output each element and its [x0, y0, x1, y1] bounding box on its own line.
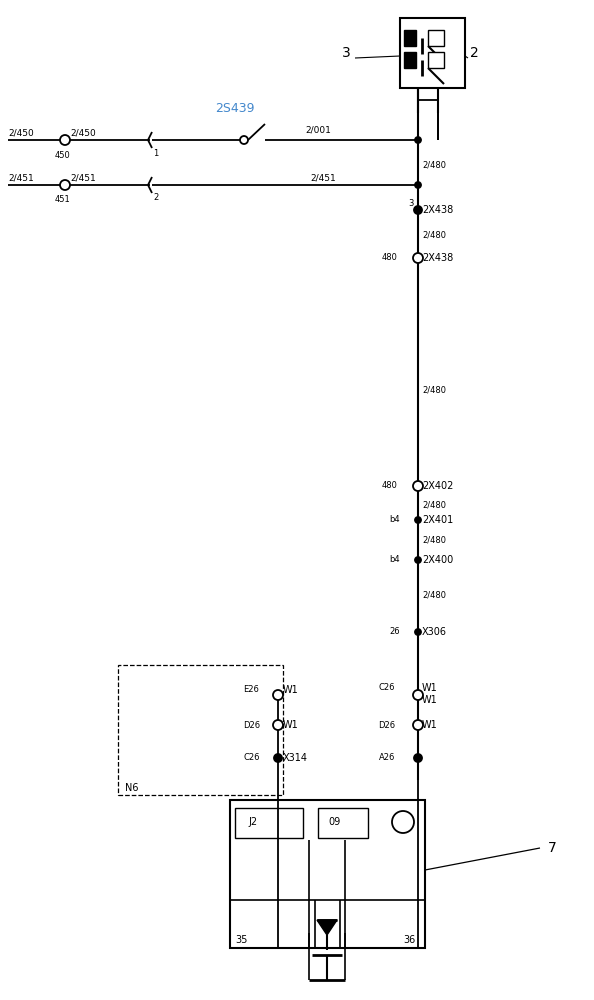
Circle shape	[274, 754, 282, 762]
Bar	[404, 52, 416, 68]
Text: 35: 35	[235, 935, 247, 945]
Circle shape	[415, 629, 421, 635]
Circle shape	[415, 517, 421, 523]
Circle shape	[413, 720, 423, 730]
Circle shape	[414, 754, 422, 762]
Text: 2/480: 2/480	[422, 536, 446, 544]
Text: 2S439: 2S439	[215, 102, 254, 114]
Bar	[235, 808, 303, 838]
Circle shape	[415, 557, 421, 563]
Text: C26: C26	[243, 754, 260, 762]
Text: 2/451: 2/451	[310, 174, 336, 182]
Text: E26: E26	[243, 686, 259, 694]
Text: 1: 1	[153, 148, 158, 157]
Text: 2/001: 2/001	[305, 125, 331, 134]
Text: 36: 36	[403, 935, 415, 945]
Text: 2/480: 2/480	[422, 231, 446, 239]
Circle shape	[60, 180, 70, 190]
Text: W1: W1	[283, 720, 299, 730]
Text: 2/450: 2/450	[70, 128, 96, 137]
Circle shape	[273, 690, 283, 700]
Text: W1: W1	[422, 683, 438, 693]
Text: N6: N6	[125, 783, 138, 793]
Text: 2X402: 2X402	[422, 481, 453, 491]
Text: 26: 26	[390, 628, 400, 637]
Bar	[404, 30, 416, 46]
Circle shape	[413, 481, 423, 491]
Circle shape	[240, 136, 248, 144]
Text: D26: D26	[378, 720, 395, 730]
Text: 2X438: 2X438	[422, 205, 453, 215]
Circle shape	[414, 206, 422, 214]
Circle shape	[415, 137, 421, 143]
Text: J2: J2	[248, 817, 257, 827]
Text: 480: 480	[382, 253, 398, 262]
Text: 2/451: 2/451	[70, 174, 96, 182]
Text: D26: D26	[243, 720, 260, 730]
Text: 2/480: 2/480	[422, 385, 446, 394]
Text: X306: X306	[422, 627, 447, 637]
Text: 480: 480	[382, 482, 398, 490]
Bar	[118, 665, 283, 795]
Text: 2/450: 2/450	[8, 128, 34, 137]
Text: b4: b4	[390, 556, 400, 564]
Polygon shape	[317, 920, 337, 935]
Text: 3: 3	[408, 198, 413, 208]
Text: 2: 2	[470, 46, 479, 60]
Circle shape	[415, 182, 421, 188]
Text: 2X400: 2X400	[422, 555, 453, 565]
Text: 451: 451	[55, 196, 71, 205]
Text: X314: X314	[283, 753, 308, 763]
Text: 2X438: 2X438	[422, 253, 453, 263]
Text: 2/480: 2/480	[422, 590, 446, 599]
Circle shape	[413, 253, 423, 263]
Text: 09: 09	[328, 817, 340, 827]
Bar	[428, 30, 444, 46]
Bar	[230, 800, 425, 948]
Text: 2/451: 2/451	[8, 174, 34, 182]
Text: 3: 3	[342, 46, 350, 60]
Circle shape	[60, 135, 70, 145]
Bar	[318, 808, 368, 838]
Bar	[400, 18, 465, 88]
Text: 2/480: 2/480	[422, 500, 446, 510]
Text: W1: W1	[283, 685, 299, 695]
Text: 2: 2	[153, 194, 158, 202]
Text: W1: W1	[422, 695, 438, 705]
Text: A26: A26	[378, 754, 395, 762]
Text: C26: C26	[378, 684, 395, 692]
Text: W1: W1	[422, 720, 438, 730]
Circle shape	[392, 811, 414, 833]
Text: 450: 450	[55, 150, 71, 159]
Text: b4: b4	[390, 516, 400, 524]
Bar	[428, 52, 444, 68]
Text: 2/480: 2/480	[422, 160, 446, 169]
Circle shape	[273, 720, 283, 730]
Circle shape	[413, 690, 423, 700]
Text: 7: 7	[548, 841, 557, 855]
Text: 2X401: 2X401	[422, 515, 453, 525]
